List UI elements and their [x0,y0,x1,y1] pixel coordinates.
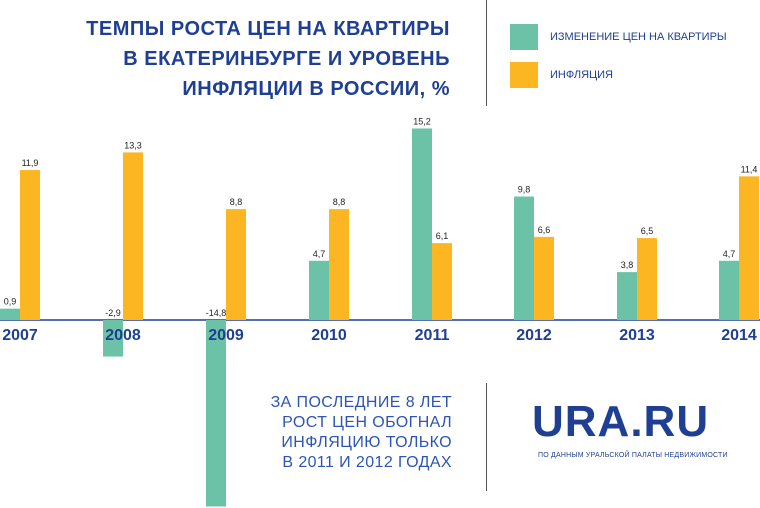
ura-logo: URA.RU [532,397,710,446]
divider-bottom [486,383,487,491]
bar-inflation-2014 [739,176,759,320]
data-label: 13,3 [124,140,142,150]
data-label: 8,8 [333,197,346,207]
note-line: РОСТ ЦЕН ОБОГНАЛ [282,414,452,431]
x-tick-label: 2011 [415,327,450,344]
data-label: 4,7 [313,249,326,259]
bar-price-change-2014 [719,260,739,320]
bar-inflation-2011 [432,243,452,320]
data-label: 6,5 [641,226,654,236]
data-label: 9,8 [518,185,531,195]
bar-inflation-2013 [637,238,657,320]
data-label: -2,9 [105,308,121,318]
title-line: ТЕМПЫ РОСТА ЦЕН НА КВАРТИРЫ [86,18,450,40]
legend-label: ИНФЛЯЦИЯ [550,69,613,81]
data-label: 6,1 [436,231,449,241]
data-label: 11,9 [22,158,39,168]
note-line: ЗА ПОСЛЕДНИЕ 8 ЛЕТ [270,394,452,411]
bar-inflation-2009 [226,209,246,320]
bar-price-change-2013 [617,272,637,320]
data-label: 6,6 [538,225,551,235]
bar-inflation-2008 [123,152,143,320]
x-tick-label: 2008 [105,327,141,344]
source-note: ПО ДАННЫМ УРАЛЬСКОЙ ПАЛАТЫ НЕДВИЖИМОСТИ [538,452,728,459]
bar-inflation-2012 [534,236,554,320]
bar-inflation-2007 [20,170,40,320]
data-label: -14,8 [206,308,227,318]
title-line: В ЕКАТЕРИНБУРГЕ И УРОВЕНЬ [123,48,450,70]
bar-price-change-2008 [103,320,123,357]
x-tick-label: 2014 [721,327,757,344]
legend-label: ИЗМЕНЕНИЕ ЦЕН НА КВАРТИРЫ [550,31,727,43]
x-tick-label: 2010 [311,327,347,344]
legend-item-prices: ИЗМЕНЕНИЕ ЦЕН НА КВАРТИРЫ [510,24,727,50]
note-text: ЗА ПОСЛЕДНИЕ 8 ЛЕТ РОСТ ЦЕН ОБОГНАЛ ИНФЛ… [152,393,452,473]
x-tick-label: 2012 [516,327,552,344]
data-label: 4,7 [723,249,736,259]
data-label: 11,4 [741,164,758,174]
legend-swatch-green [510,24,538,50]
note-line: ИНФЛЯЦИЮ ТОЛЬКО [281,434,452,451]
data-label: 8,8 [230,197,243,207]
data-label: 15,2 [413,116,431,126]
chart-title: ТЕМПЫ РОСТА ЦЕН НА КВАРТИРЫ В ЕКАТЕРИНБУ… [10,14,450,104]
x-tick-label: 2007 [2,327,38,344]
bar-price-change-2012 [514,196,534,320]
bar-price-change-2011 [412,128,432,320]
x-tick-label: 2013 [619,327,655,344]
divider-top [486,0,487,106]
note-line: В 2011 И 2012 ГОДАХ [282,454,452,471]
legend: ИЗМЕНЕНИЕ ЦЕН НА КВАРТИРЫ ИНФЛЯЦИЯ [510,24,727,100]
bar-price-change-2009 [206,320,226,507]
bar-inflation-2010 [329,209,349,320]
data-label: 3,8 [621,260,634,270]
data-label: 0,9 [4,297,17,307]
bar-price-change-2010 [309,260,329,320]
title-line: ИНФЛЯЦИИ В РОССИИ, % [182,78,450,100]
legend-swatch-yellow [510,62,538,88]
x-tick-label: 2009 [208,327,244,344]
bar-price-change-2007 [0,308,20,320]
legend-item-inflation: ИНФЛЯЦИЯ [510,62,727,88]
